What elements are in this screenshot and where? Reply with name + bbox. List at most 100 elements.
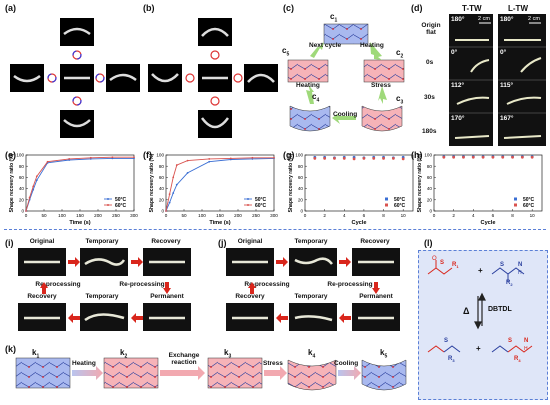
chart-g-ytick-label: 40 bbox=[298, 186, 304, 191]
l-s-atom-3: S bbox=[444, 338, 449, 344]
chart-e-xtick-label: 250 bbox=[112, 213, 120, 218]
chart-h-ylabel: Shape recovery ratio (%) bbox=[417, 153, 423, 212]
red-arrow-icon bbox=[248, 257, 380, 323]
panel-b-figure bbox=[148, 18, 278, 138]
c4-label: c4 bbox=[312, 92, 320, 104]
chart-g-point bbox=[372, 156, 376, 160]
product-1b-structure bbox=[443, 345, 461, 353]
l-plus-2: + bbox=[476, 344, 481, 353]
chart-f-xtick-label: 250 bbox=[252, 213, 260, 218]
c2-label: c2 bbox=[396, 48, 404, 60]
chart-g-point bbox=[333, 156, 336, 160]
reactant-1-structure bbox=[427, 260, 453, 275]
c2-network bbox=[363, 59, 405, 83]
heating-label-1: Heating bbox=[360, 42, 384, 49]
chart-e-ytick-label: 40 bbox=[19, 186, 25, 191]
chart-e-ytick-label: 100 bbox=[16, 153, 24, 158]
l-heat-triangle: Δ bbox=[463, 306, 470, 316]
k2-label: k2 bbox=[120, 348, 128, 360]
c4-network bbox=[289, 105, 331, 132]
l-r2-label: R2 bbox=[506, 280, 513, 288]
c1-label: c1 bbox=[330, 12, 338, 24]
heating-label-2: Heating bbox=[296, 82, 320, 89]
k3-network bbox=[207, 357, 263, 389]
chart-g-point bbox=[352, 157, 356, 161]
i-original-label: Original bbox=[29, 238, 55, 245]
chart-f-legend-marker bbox=[247, 198, 249, 200]
chart-f-xtick-label: 150 bbox=[216, 213, 224, 218]
l-r3-label: R3 bbox=[448, 356, 455, 364]
chart-e-ylabel: Shape recovery ratio (%) bbox=[9, 153, 15, 212]
chart-g-point bbox=[391, 156, 395, 160]
chart-f-ytick-label: 0 bbox=[161, 209, 164, 214]
chart-h-xtick-label: 6 bbox=[492, 213, 495, 218]
chart-f-point bbox=[251, 156, 254, 159]
l-h-atom-2: H bbox=[524, 346, 528, 352]
row-label-origin-flat: Origin flat bbox=[421, 22, 441, 36]
chart-g-xtick-label: 8 bbox=[382, 213, 385, 218]
chart-g-xtick-label: 4 bbox=[343, 213, 346, 218]
i-reprocessing-left: Re-processing bbox=[35, 281, 81, 288]
panel-j-strips bbox=[232, 257, 394, 323]
l-plus-1: + bbox=[478, 266, 483, 275]
chart-f-xtick-label: 50 bbox=[181, 213, 187, 218]
chart-h-point bbox=[530, 155, 534, 159]
chart-f-point bbox=[172, 192, 175, 194]
chart-e-legend-marker bbox=[107, 198, 109, 200]
gradient-arrow-icon bbox=[72, 366, 361, 380]
chart-h-point bbox=[501, 155, 505, 159]
chart-f-legend-label: 60°C bbox=[255, 203, 267, 209]
chart-f-point bbox=[186, 172, 189, 174]
k3-label: k3 bbox=[224, 348, 232, 360]
scale-label-l: 2 cm bbox=[528, 16, 540, 22]
photo-top bbox=[60, 18, 94, 46]
angle-l-origin: 180° bbox=[500, 16, 514, 23]
chart-e-point bbox=[28, 196, 31, 199]
chart-e-point bbox=[68, 158, 71, 160]
k-stress-label: Stress bbox=[263, 360, 283, 367]
chart-h-legend-label: 50°C bbox=[523, 197, 535, 203]
photo-left bbox=[148, 64, 182, 92]
chart-e-point bbox=[25, 210, 27, 212]
j-reprocessing-left: Re-processing bbox=[244, 281, 290, 288]
panel-label-j: (j) bbox=[218, 238, 227, 248]
chart-g-xtick-label: 10 bbox=[401, 213, 407, 218]
chart-g-legend-label: 60°C bbox=[394, 203, 406, 209]
panel-l-reaction bbox=[427, 260, 533, 353]
chart-g-point bbox=[342, 156, 346, 160]
photo-left bbox=[10, 64, 44, 92]
panel-label-b: (b) bbox=[143, 3, 155, 13]
chart-e-point bbox=[89, 156, 92, 159]
chart-e-point bbox=[111, 156, 114, 159]
chart-h-legend-swatch bbox=[514, 197, 517, 201]
chart-e-point bbox=[35, 179, 38, 182]
chart-f-xlabel: Time (s) bbox=[209, 220, 230, 226]
chart-e-xtick-label: 200 bbox=[94, 213, 102, 218]
chart-g-point bbox=[323, 156, 327, 160]
chart-h-frame bbox=[433, 154, 543, 212]
chart-e-xtick-label: 150 bbox=[76, 213, 84, 218]
chart-g-ytick-label: 60 bbox=[298, 175, 304, 180]
chart-f-point bbox=[186, 159, 189, 162]
chart-h-point bbox=[511, 155, 514, 159]
panel-label-i: (i) bbox=[5, 238, 14, 248]
j-temporary-label: Temporary bbox=[294, 238, 328, 245]
angle-t-0s: 0° bbox=[451, 49, 458, 56]
chart-f-xtick-label: 300 bbox=[270, 213, 278, 218]
panel-label-e: (e) bbox=[5, 150, 16, 160]
panel-label-l: (l) bbox=[424, 238, 433, 248]
photo-center bbox=[198, 64, 232, 92]
chart-h-ytick-label: 80 bbox=[427, 164, 433, 169]
k1-network bbox=[15, 357, 71, 389]
chart-h-point bbox=[491, 155, 495, 159]
chart-h-point bbox=[452, 155, 456, 159]
i-temporary-label: Temporary bbox=[85, 238, 119, 245]
chart-e-point bbox=[32, 185, 35, 188]
row-label-30s: 30s bbox=[424, 94, 435, 101]
chart-g-point bbox=[313, 156, 317, 160]
chart-h-point bbox=[520, 155, 524, 159]
chart-g-ytick-label: 0 bbox=[300, 209, 303, 214]
l-n-atom-1: N bbox=[518, 262, 523, 268]
chart-f-xtick-label: 200 bbox=[234, 213, 242, 218]
